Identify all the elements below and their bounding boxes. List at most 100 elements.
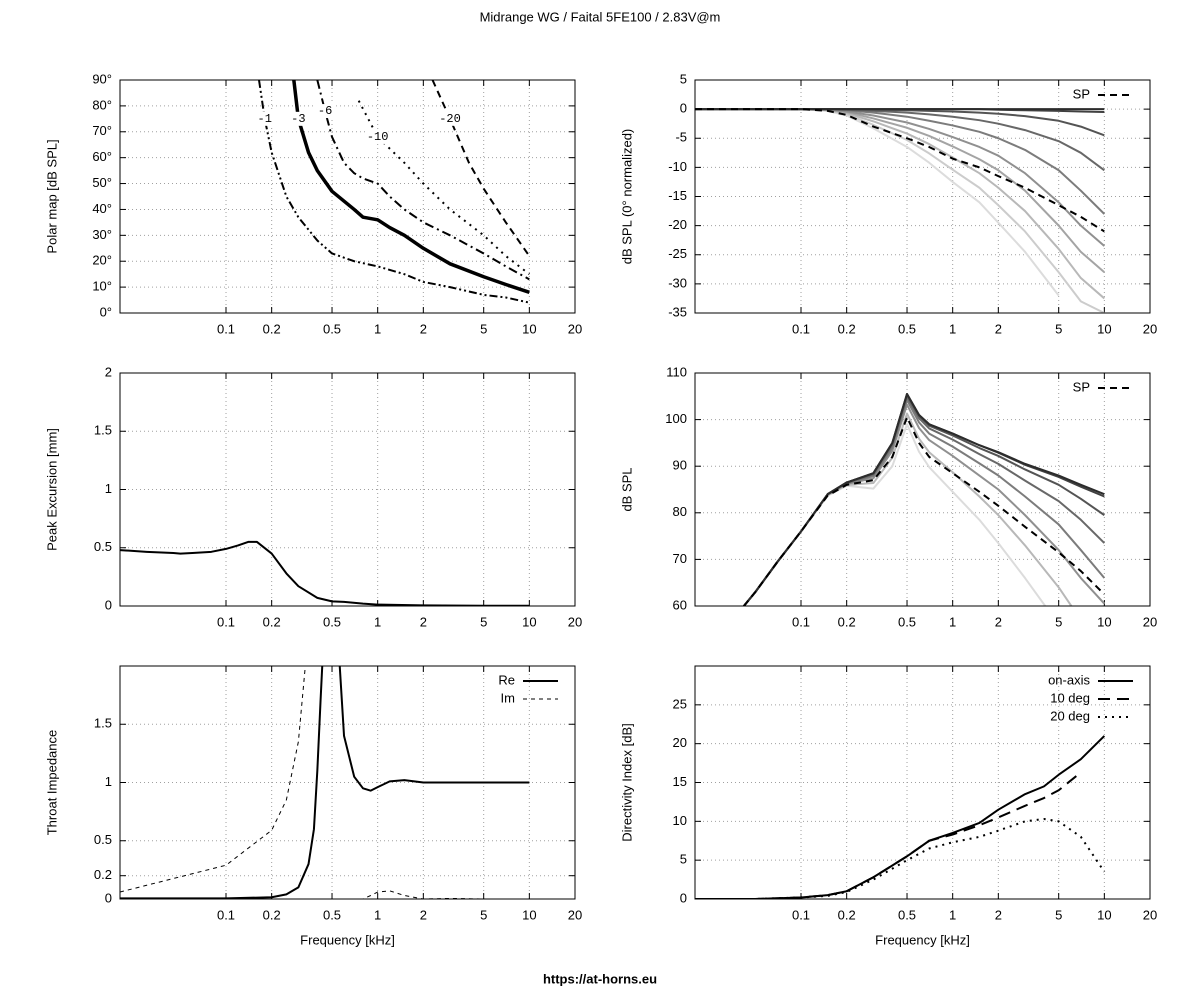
y-tick-label: 1.5 bbox=[94, 716, 112, 731]
x-tick-label: 0.2 bbox=[838, 907, 856, 922]
y-axis-label: Polar map [dB SPL] bbox=[44, 139, 59, 253]
x-tick-label: 20 bbox=[1143, 321, 1157, 336]
panel: 0° 10° 20° 30° 40° 50° 60° 70° 80° 90° 0.1 0.2 0.5 1 2… bbox=[44, 71, 582, 336]
figure-title: Midrange WG / Faital 5FE100 / 2.83V@m bbox=[480, 9, 721, 24]
x-tick-label: 0.2 bbox=[263, 907, 281, 922]
legend-label: Re bbox=[498, 672, 515, 687]
x-tick-label: 10 bbox=[1097, 907, 1111, 922]
plot-area bbox=[258, 80, 531, 304]
y-tick-label: 15 bbox=[673, 774, 687, 789]
y-tick-label: 40° bbox=[92, 201, 112, 216]
y-tick-label: 0.2 bbox=[94, 867, 112, 882]
x-tick-label: 5 bbox=[1055, 321, 1062, 336]
x-tick-label: 5 bbox=[480, 614, 487, 629]
y-tick-label: 90° bbox=[92, 71, 112, 86]
contour-label: -10 bbox=[367, 130, 389, 144]
x-tick-label: 0.2 bbox=[838, 614, 856, 629]
x-tick-label: 1 bbox=[374, 614, 381, 629]
x-tick-label: 0.2 bbox=[838, 321, 856, 336]
legend-label: on-axis bbox=[1048, 672, 1090, 687]
y-tick-label: 110 bbox=[666, 364, 687, 379]
x-tick-label: 0.1 bbox=[217, 321, 235, 336]
y-tick-label: 25 bbox=[673, 696, 687, 711]
x-tick-label: 5 bbox=[1055, 907, 1062, 922]
y-tick-label: 1.5 bbox=[94, 423, 112, 438]
series-line bbox=[695, 771, 1082, 899]
x-tick-label: 1 bbox=[949, 907, 956, 922]
x-tick-label: 5 bbox=[1055, 614, 1062, 629]
x-tick-label: 0.2 bbox=[263, 614, 281, 629]
y-tick-label: 60 bbox=[673, 597, 687, 612]
legend-label: 20 deg bbox=[1050, 708, 1090, 723]
series-line bbox=[357, 100, 530, 275]
y-tick-label: -20 bbox=[668, 217, 687, 232]
panel: 0 0.2 0.5 1 1.5 0.1 0.2 0.5 1 2 5 10 20 Throat Impeda… bbox=[44, 665, 582, 947]
y-tick-label: 0 bbox=[105, 597, 112, 612]
y-tick-label: 0 bbox=[680, 101, 687, 116]
series-line bbox=[695, 818, 1106, 899]
x-tick-label: 2 bbox=[995, 614, 1002, 629]
x-tick-label: 20 bbox=[568, 614, 582, 629]
plot-frame bbox=[119, 79, 576, 314]
plot-area bbox=[120, 666, 530, 899]
plot-area bbox=[120, 540, 530, 606]
y-tick-label: 1 bbox=[105, 481, 112, 496]
y-tick-label: -5 bbox=[675, 130, 687, 145]
x-axis-label: Frequency [kHz] bbox=[300, 932, 395, 947]
series-line bbox=[120, 540, 530, 606]
x-tick-label: 0.5 bbox=[898, 614, 916, 629]
x-tick-label: 2 bbox=[420, 321, 427, 336]
x-tick-label: 10 bbox=[522, 321, 536, 336]
plot-area bbox=[695, 735, 1106, 899]
plot-frame bbox=[119, 372, 576, 607]
series-line bbox=[258, 80, 530, 304]
x-tick-label: 2 bbox=[420, 614, 427, 629]
x-tick-label: 20 bbox=[568, 907, 582, 922]
x-tick-label: 0.5 bbox=[323, 614, 341, 629]
x-tick-label: 20 bbox=[1143, 907, 1157, 922]
x-tick-label: 20 bbox=[1143, 614, 1157, 629]
contour-label: -1 bbox=[258, 112, 272, 126]
x-tick-label: 2 bbox=[995, 321, 1002, 336]
series-line bbox=[120, 666, 530, 899]
contour-label: -20 bbox=[439, 112, 461, 126]
y-tick-label: 30° bbox=[92, 227, 112, 242]
x-tick-label: 0.5 bbox=[323, 907, 341, 922]
y-axis-label: Throat Impedance bbox=[44, 730, 59, 836]
panel: 60 70 80 90 100 110 0.1 0.2 0.5 1 2 5 10 20 dB SPL SP bbox=[619, 364, 1157, 629]
x-tick-label: 0.1 bbox=[792, 321, 810, 336]
y-tick-label: 90 bbox=[673, 458, 687, 473]
x-tick-label: 1 bbox=[949, 614, 956, 629]
y-tick-label: 10 bbox=[673, 813, 687, 828]
plot-area bbox=[695, 108, 1106, 313]
y-tick-label: 50° bbox=[92, 175, 112, 190]
x-tick-label: 5 bbox=[480, 907, 487, 922]
plot-frame bbox=[694, 665, 1151, 900]
y-tick-label: 70° bbox=[92, 123, 112, 138]
y-tick-label: 80° bbox=[92, 97, 112, 112]
x-tick-label: 1 bbox=[374, 321, 381, 336]
contour-label: -3 bbox=[291, 112, 305, 126]
x-tick-label: 0.1 bbox=[217, 614, 235, 629]
y-tick-label: 80 bbox=[673, 504, 687, 519]
y-axis-label: dB SPL (0° normalized) bbox=[619, 129, 634, 265]
series-line bbox=[316, 80, 530, 281]
x-tick-label: 10 bbox=[1097, 321, 1111, 336]
y-tick-label: 5 bbox=[680, 71, 687, 86]
panel: -35 -30 -25 -20 -15 -10 -5 0 5 0.1 0.2 0.5 1 2 5 10 20 dB… bbox=[619, 71, 1157, 336]
x-tick-label: 0.5 bbox=[323, 321, 341, 336]
x-tick-label: 10 bbox=[522, 614, 536, 629]
contour-label: -6 bbox=[318, 104, 332, 118]
plot-frame bbox=[694, 79, 1151, 314]
contour-label-bg bbox=[439, 111, 462, 126]
y-tick-label: -25 bbox=[668, 246, 687, 261]
legend-label: SP bbox=[1073, 86, 1090, 101]
x-tick-label: 5 bbox=[480, 321, 487, 336]
y-tick-label: 60° bbox=[92, 149, 112, 164]
x-tick-label: 1 bbox=[374, 907, 381, 922]
plot-frame bbox=[694, 372, 1151, 607]
y-axis-label: Directivity Index [dB] bbox=[619, 723, 634, 842]
